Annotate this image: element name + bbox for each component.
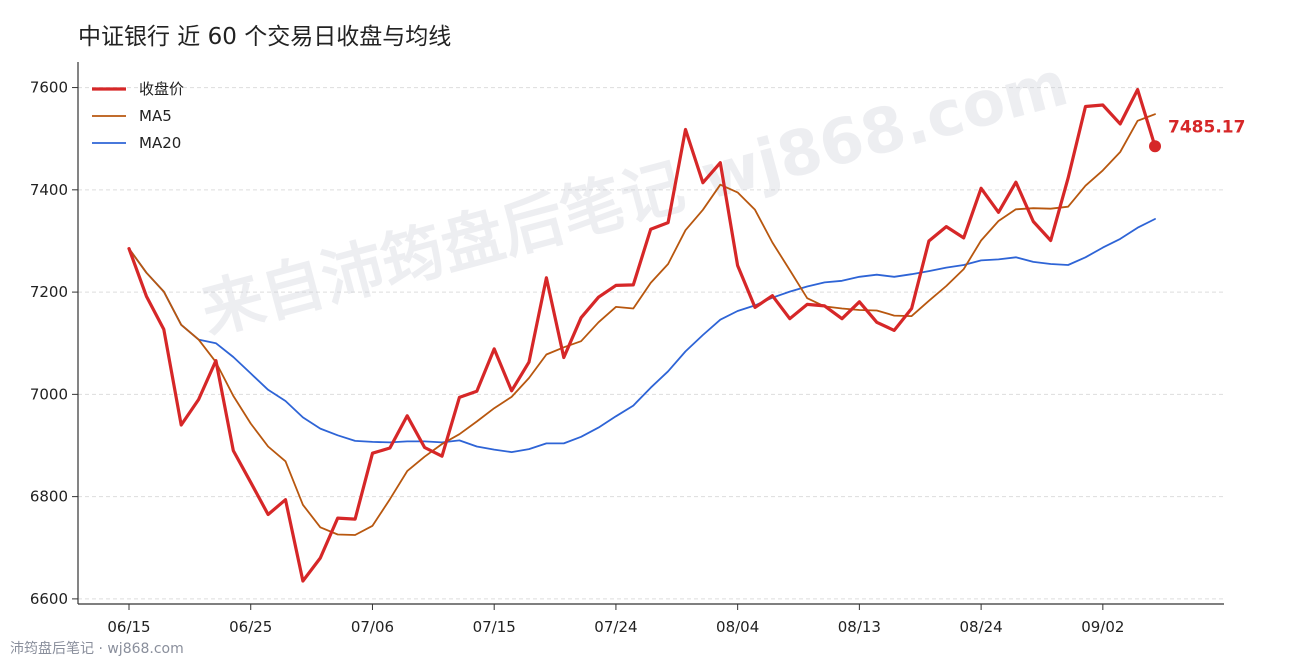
y-tick-label: 6800: [30, 488, 68, 506]
x-tick-label: 06/25: [229, 618, 272, 636]
last-value-label: 7485.17: [1168, 117, 1245, 137]
y-tick-label: 7000: [30, 385, 68, 403]
watermark: 来自沛筠盘后笔记 wj868.com: [194, 46, 1076, 348]
legend-label: MA5: [139, 107, 172, 125]
series-line-ma20: [128, 218, 1156, 454]
series-line-close: [127, 87, 1157, 583]
legend-label: 收盘价: [139, 80, 184, 98]
series-lines: [127, 87, 1157, 583]
x-tick-label: 07/15: [473, 618, 516, 636]
x-tick-label: 06/15: [107, 618, 150, 636]
x-tick-label: 07/06: [351, 618, 394, 636]
x-tick-label: 08/24: [959, 618, 1002, 636]
series-line-ma5: [128, 113, 1156, 536]
axes: 6600 6800 7000 7200 7400 7600 06/15 06/25 07/06 0…: [30, 62, 1224, 636]
grid-lines: [78, 87, 1224, 600]
last-point: 7485.17: [1149, 117, 1245, 153]
y-tick-label: 7600: [30, 79, 68, 97]
last-point-marker: [1149, 140, 1162, 153]
y-tick-label: 7200: [30, 283, 68, 301]
x-tick-label: 08/13: [838, 618, 881, 636]
y-tick-label: 7400: [30, 181, 68, 199]
legend: 收盘价 MA5 MA20: [92, 80, 184, 152]
x-tick-label: 09/02: [1081, 618, 1124, 636]
chart-title: 中证银行 近 60 个交易日收盘与均线: [78, 24, 451, 50]
x-tick-label: 08/04: [716, 618, 759, 636]
y-tick-label: 6600: [30, 590, 68, 608]
x-tick-label: 07/24: [594, 618, 637, 636]
legend-label: MA20: [139, 134, 181, 152]
footer-credit: 沛筠盘后笔记 · wj868.com: [10, 640, 184, 657]
